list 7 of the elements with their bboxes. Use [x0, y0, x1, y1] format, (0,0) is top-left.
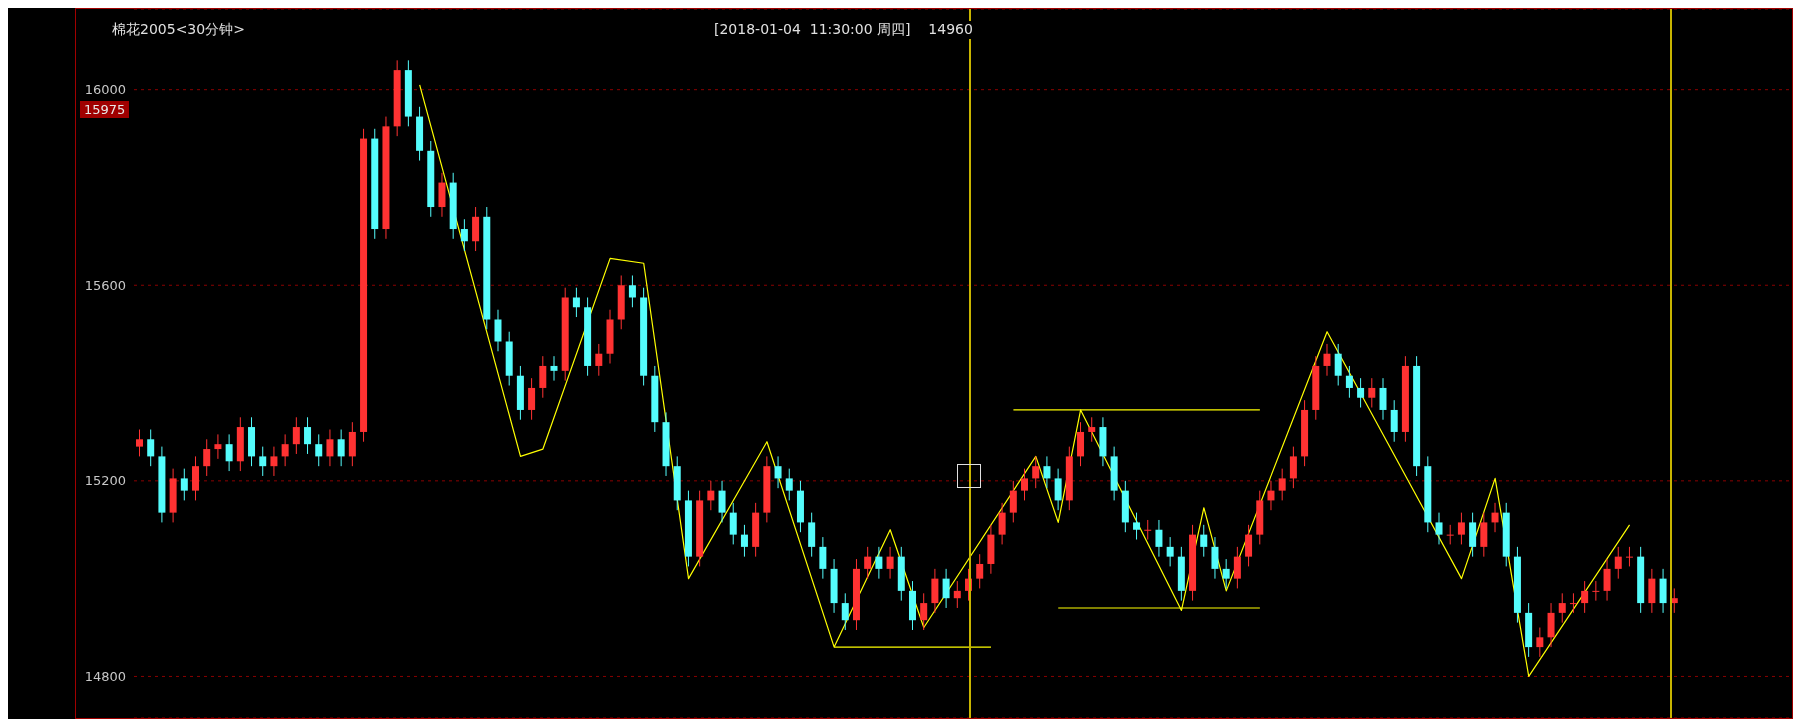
- y-tick-label: 16000: [84, 82, 126, 98]
- text: 棉花2005<30分钟>: [112, 21, 245, 39]
- y-tick-label: 14800: [84, 669, 126, 685]
- text: [2018-01-04 11:30:00 周四] 14960: [711, 21, 976, 39]
- y-tick-label: 15600: [84, 277, 126, 293]
- y-tick-label: 15200: [84, 473, 126, 489]
- text: 15975: [80, 101, 130, 118]
